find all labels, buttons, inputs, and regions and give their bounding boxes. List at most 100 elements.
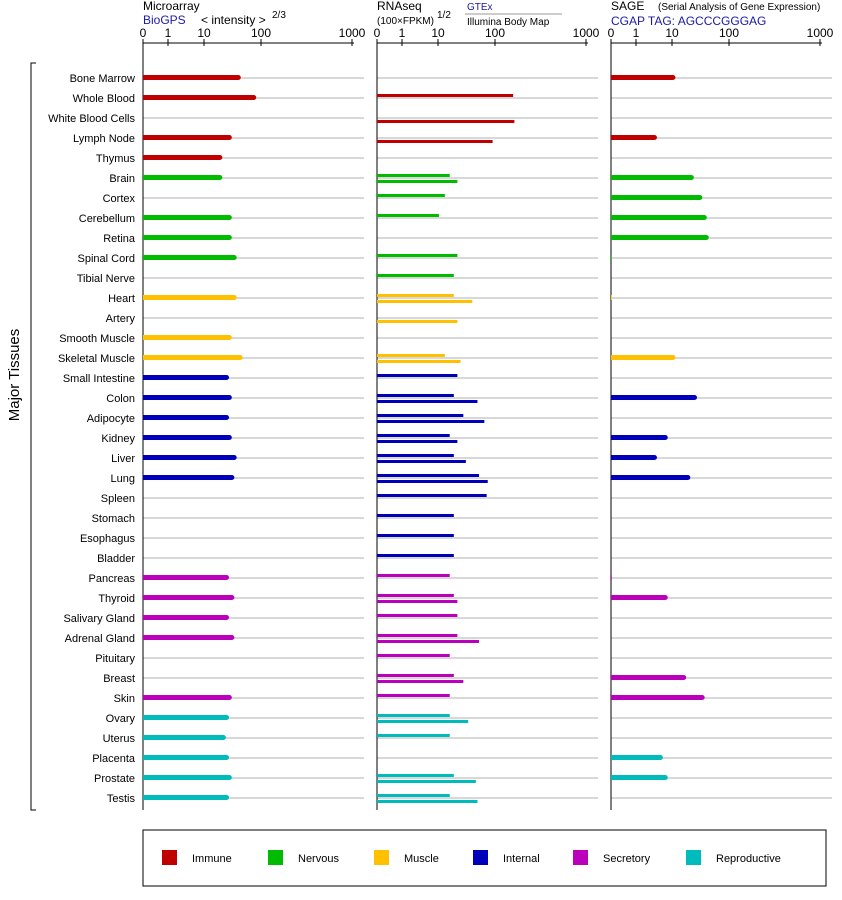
data-bar-gtex [377,474,479,477]
data-bar-gtex [377,654,450,657]
data-bar-gtex [377,674,454,677]
tissue-label: Skeletal Muscle [58,353,135,365]
tissue-label: Spleen [101,493,135,505]
data-bar-gtex [377,554,454,557]
tissue-label: Stomach [92,513,135,525]
data-bar-gtex [377,174,450,177]
data-bar [143,755,227,760]
tissue-label: Pancreas [89,573,136,585]
data-bar-cap [703,235,709,240]
data-bar [611,695,703,700]
data-bar-cap [651,455,657,460]
x-tick-label: 0 [140,26,147,40]
data-bar-cap [226,215,232,220]
data-bar [611,195,700,200]
data-bar-illumina [377,720,469,723]
data-bar-cap [670,75,676,80]
data-bar [143,155,220,160]
legend-swatch [473,850,488,865]
data-bar [611,135,655,140]
data-bar-cap [651,135,657,140]
data-bar-illumina [377,440,458,443]
data-bar-cap [697,195,703,200]
tissue-label: Artery [106,313,136,325]
x-tick-label: 100 [719,26,739,40]
data-bar [143,475,232,480]
data-bar [611,235,707,240]
data-bar-gtex [377,194,445,197]
panel-title-rnaseq: RNAseq [377,0,422,13]
tissue-label: Cortex [103,193,136,205]
data-bar-illumina [377,400,478,403]
data-bar-cap [662,435,668,440]
data-bar [143,335,230,340]
tissue-label: Spinal Cord [78,253,135,265]
data-bar-cap [681,675,687,680]
x-tick-label: 1000 [807,26,834,40]
data-bar [611,175,692,180]
tissue-label: Cerebellum [79,213,135,225]
data-bar-cap [657,755,663,760]
data-bar-cap [226,135,232,140]
data-bar [143,355,241,360]
legend-label: Secretory [603,853,651,865]
data-bar [143,715,227,720]
data-bar-illumina [377,780,476,783]
data-bar-cap [226,235,232,240]
tissue-label: Lung [111,473,135,485]
legend-swatch [374,850,389,865]
data-bar-gtex [377,614,458,617]
data-bar [143,235,230,240]
data-bar-cap [688,175,694,180]
data-bar [611,675,684,680]
data-bar-cap [224,795,230,800]
data-bar-gtex [377,434,450,437]
x-tick-label: 10 [197,26,211,40]
axis-exponent: 2/3 [272,10,286,21]
data-bar-illumina [377,460,466,463]
tissue-label: Uterus [103,733,136,745]
data-bar-gtex [377,254,458,257]
data-bar-gtex [377,714,450,717]
tissue-label: Adrenal Gland [65,633,135,645]
data-bar [143,175,220,180]
tissue-bracket [30,62,36,811]
source-gtex: GTEx [467,2,493,13]
tissue-label: Smooth Muscle [59,333,135,345]
legend-swatch [686,850,701,865]
data-bar [143,95,254,100]
data-bar [611,475,688,480]
x-tick-label: 1 [633,26,640,40]
panel-title-microarray: Microarray [143,0,200,13]
source-biogps: BioGPS [143,13,186,27]
tissue-label: Prostate [94,773,135,785]
data-bar-gtex [377,374,458,377]
data-bar [611,455,655,460]
tissue-label: Lymph Node [73,133,135,145]
data-bar-gtex [377,94,514,97]
data-bar-cap [229,475,235,480]
source-illumina: Illumina Body Map [467,17,550,28]
data-bar-gtex [377,454,454,457]
data-bar [611,255,612,260]
data-bar [143,215,230,220]
tissue-label: Colon [106,393,135,405]
data-bar [143,295,235,300]
tissue-label: Kidney [101,433,135,445]
data-bar-cap [699,695,705,700]
tissue-label: Adipocyte [87,413,135,425]
legend-label: Nervous [298,853,339,865]
data-bar-illumina [377,640,479,643]
data-bar-cap [224,415,230,420]
legend-label: Muscle [404,853,439,865]
tissue-label: Skin [114,693,135,705]
axis-exponent: 1/2 [437,10,451,21]
data-bar-cap [251,95,257,100]
data-bar-cap [670,355,676,360]
tissue-label: Tibial Nerve [77,273,135,285]
x-tick-label: 0 [608,26,615,40]
x-tick-label: 100 [251,26,271,40]
tissue-label: Retina [103,233,136,245]
data-bar-gtex [377,394,454,397]
data-bar [143,615,227,620]
